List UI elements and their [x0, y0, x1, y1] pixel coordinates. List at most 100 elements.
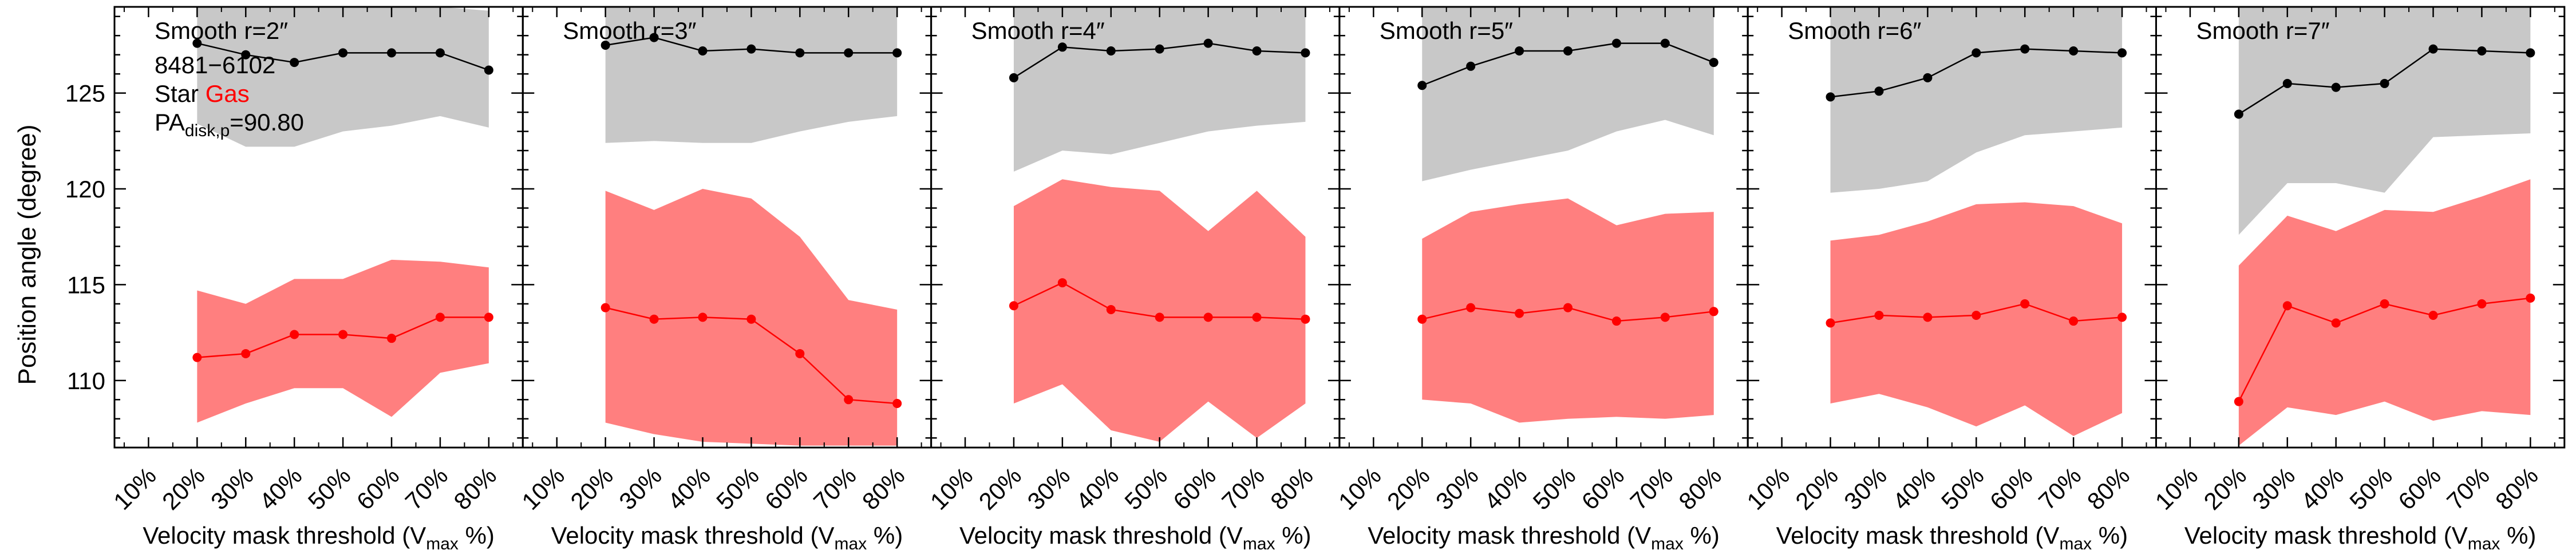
star-band	[2238, 7, 2531, 235]
x-tick-label: 40%	[1479, 462, 1532, 515]
x-tick-label: 50%	[1528, 462, 1581, 515]
gas-point	[844, 395, 854, 405]
gas-point	[2526, 293, 2535, 303]
y-tick-label: 115	[67, 271, 105, 298]
x-tick-label: 50%	[303, 462, 356, 515]
x-tick-label: 50%	[711, 462, 764, 515]
star-point	[192, 38, 202, 48]
gas-point	[795, 349, 805, 358]
pa-annotation: PAdisk,p=90.80	[155, 109, 304, 140]
pa-suffix: =90.80	[230, 109, 304, 136]
gas-point	[1252, 312, 1262, 322]
gas-point	[2117, 312, 2127, 322]
gas-point	[338, 330, 348, 339]
x-tick-label: 50%	[2344, 462, 2397, 515]
star-point	[2380, 78, 2389, 88]
star-band	[1422, 7, 1714, 181]
legend-gas: Gas	[206, 80, 250, 107]
x-tick-label: 80%	[1265, 462, 1318, 515]
star-point	[698, 46, 708, 56]
star-point	[1057, 42, 1067, 52]
gas-point	[2069, 316, 2079, 326]
x-tick-label: 20%	[2199, 462, 2252, 515]
gas-point	[1515, 308, 1524, 318]
x-axis-label-end: %)	[2500, 522, 2536, 549]
panel-4: 10%20%30%40%50%60%70%80% Smooth r=5″ Veloc…	[1333, 6, 1749, 553]
gas-point	[2380, 299, 2389, 308]
gas-point	[1874, 311, 1884, 320]
y-tick-label: 125	[65, 80, 105, 107]
legend-line: Star Gas	[155, 80, 250, 107]
x-axis-label-end: %)	[867, 522, 903, 549]
x-tick-label: 30%	[2247, 462, 2300, 515]
star-point	[1660, 38, 1670, 48]
x-axis-label-sub: max	[2468, 535, 2500, 553]
x-tick-label: 20%	[565, 462, 618, 515]
gas-point	[290, 330, 299, 339]
panel-1: 10%20%30%40%50%60%70%80% 110 115 120 125 Smoo…	[65, 6, 524, 553]
x-tick-label: 40%	[254, 462, 307, 515]
panel-title: Smooth r=3″	[563, 17, 696, 44]
x-tick-label: 30%	[206, 462, 259, 515]
star-point	[435, 48, 445, 58]
x-tick-label: 70%	[400, 462, 453, 515]
panel-5: 10%20%30%40%50%60%70%80% Smooth r=6″ Veloc…	[1741, 6, 2157, 553]
star-point	[1971, 48, 1981, 58]
x-axis-label: Velocity mask threshold (Vmax %)	[2184, 522, 2537, 553]
x-tick-label: 20%	[1790, 462, 1843, 515]
star-point	[1826, 92, 1835, 102]
gas-point	[387, 334, 397, 343]
x-axis-label-sub: max	[1243, 535, 1275, 553]
x-tick-label: 40%	[662, 462, 716, 515]
gas-point	[192, 353, 202, 362]
x-tick-label: 80%	[1673, 462, 1726, 515]
star-point	[1009, 73, 1018, 82]
x-tick-label: 30%	[1839, 462, 1892, 515]
gas-point	[1155, 312, 1164, 322]
panel-title: Smooth r=7″	[2196, 17, 2330, 44]
x-tick-label: 60%	[2393, 462, 2446, 515]
gas-point	[1826, 318, 1835, 328]
x-axis-label-sub: max	[2059, 535, 2092, 553]
x-tick-label: 20%	[974, 462, 1027, 515]
star-point	[1106, 46, 1116, 56]
star-point	[1155, 44, 1164, 54]
x-tick-label: 60%	[1985, 462, 2038, 515]
gas-point	[1301, 314, 1310, 324]
gas-point	[1923, 312, 1933, 322]
x-tick-label: 60%	[1577, 462, 1630, 515]
star-point	[1515, 46, 1524, 56]
star-point	[241, 50, 251, 60]
x-axis-label-main: Velocity mask threshold (V	[1368, 522, 1651, 549]
star-point	[2234, 109, 2243, 119]
star-point	[1466, 61, 1476, 71]
x-axis-label: Velocity mask threshold (Vmax %)	[1776, 522, 2128, 553]
gas-point	[600, 303, 610, 312]
x-axis-label-main: Velocity mask threshold (V	[1776, 522, 2060, 549]
star-point	[1301, 48, 1310, 58]
star-point	[2526, 48, 2535, 58]
x-tick-label: 30%	[1431, 462, 1484, 515]
x-tick-label: 30%	[614, 462, 667, 515]
gas-point	[2234, 397, 2243, 406]
x-tick-label: 70%	[2033, 462, 2087, 515]
panel-2: 10%20%30%40%50%60%70%80% Smooth r=3″ Veloc…	[516, 6, 933, 553]
star-point	[649, 33, 659, 42]
gas-point	[1106, 304, 1116, 314]
x-tick-label: 70%	[808, 462, 862, 515]
legend-gap	[199, 80, 206, 107]
gas-point	[649, 314, 659, 324]
gas-point	[1971, 311, 1981, 320]
gas-point	[2020, 299, 2030, 308]
gas-point	[1009, 301, 1018, 311]
star-point	[795, 48, 805, 58]
x-axis-label: Velocity mask threshold (Vmax %)	[1368, 522, 1720, 553]
x-axis-label-end: %)	[1684, 522, 1720, 549]
star-point	[2282, 78, 2292, 88]
x-axis-label-main: Velocity mask threshold (V	[551, 522, 835, 549]
x-tick-label: 50%	[1119, 462, 1172, 515]
gas-point	[2282, 301, 2292, 311]
panel-title: Smooth r=2″	[155, 17, 288, 44]
y-tick-label: 120	[65, 176, 105, 203]
